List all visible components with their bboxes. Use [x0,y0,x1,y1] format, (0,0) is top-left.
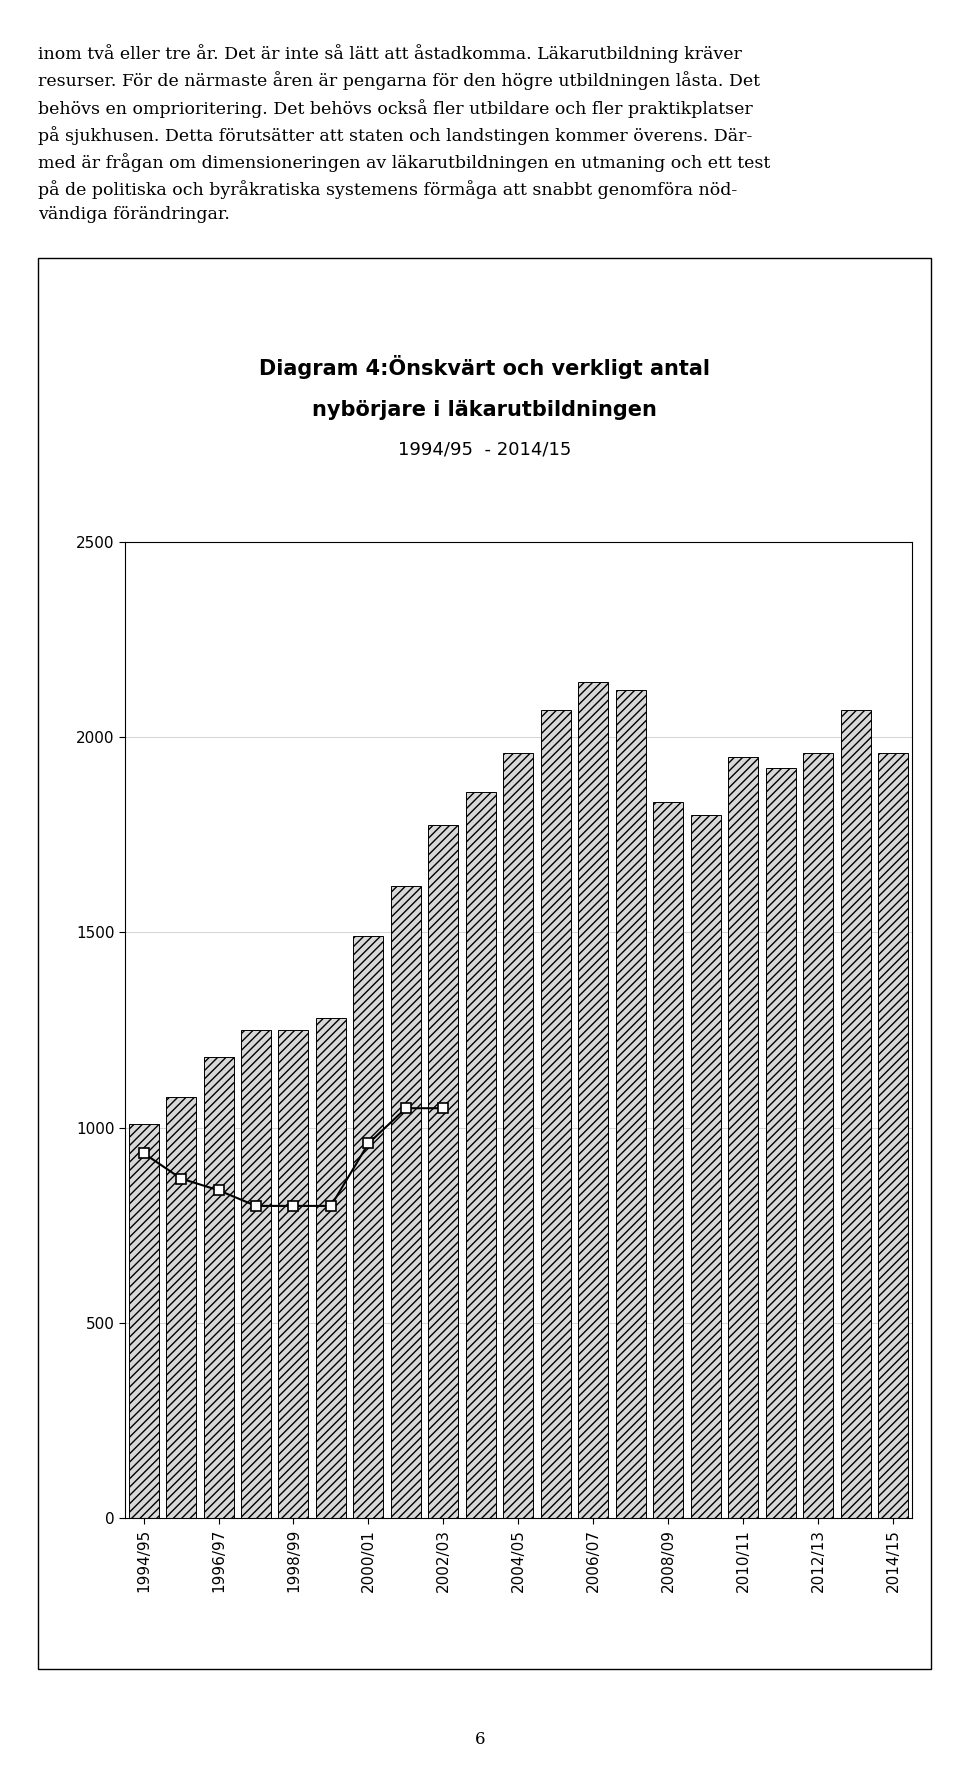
Bar [391,886,420,1518]
Text: Diagram 4:Önskvärt och verkligt antal: Diagram 4:Önskvärt och verkligt antal [259,355,710,380]
Bar [204,1057,233,1518]
Bar [766,769,796,1518]
Bar [841,710,871,1518]
Bar [241,1030,271,1518]
Bar [578,682,609,1518]
Bar [353,936,383,1518]
Bar [878,753,908,1518]
Text: 1994/95  - 2014/15: 1994/95 - 2014/15 [398,440,571,458]
Bar [654,801,684,1518]
Bar [503,753,534,1518]
Bar [129,1124,158,1518]
Text: nybörjare i läkarutbildningen: nybörjare i läkarutbildningen [312,400,658,419]
Text: inom två eller tre år. Det är inte så lätt att åstadkomma. Läkarutbildning kräve: inom två eller tre år. Det är inte så lä… [38,44,771,224]
Bar [616,691,646,1518]
Bar [691,815,721,1518]
Bar [428,824,459,1518]
Text: 6: 6 [475,1732,485,1748]
Bar [278,1030,308,1518]
Bar [316,1018,346,1518]
Bar [540,710,571,1518]
Bar [804,753,833,1518]
Bar [729,757,758,1518]
Bar [166,1096,196,1518]
Bar [466,792,496,1518]
